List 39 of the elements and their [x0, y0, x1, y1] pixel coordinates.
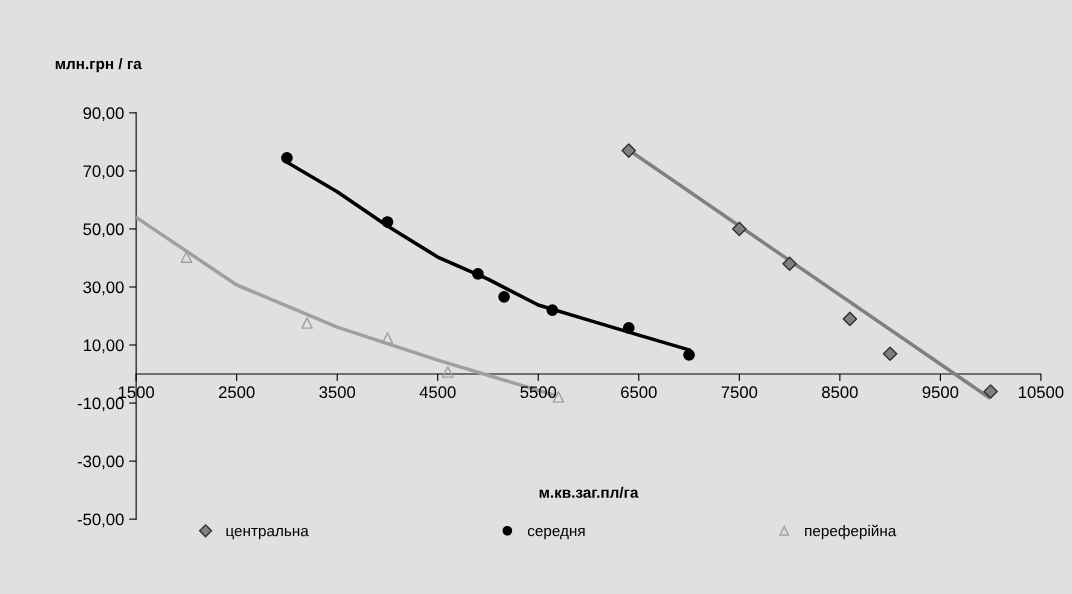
y-tick-label: 10,00	[83, 339, 124, 354]
point	[180, 251, 193, 263]
x-axis-title: м.кв.заг.пл/га	[539, 486, 639, 499]
x-tick-label: 9500	[922, 386, 959, 399]
y-tick-label: 50,00	[83, 223, 124, 238]
point	[782, 256, 797, 272]
point	[281, 151, 293, 164]
x-tick-label: 8500	[822, 386, 858, 399]
point	[983, 384, 998, 399]
x-tick-label: 7500	[721, 386, 758, 399]
x-tick-label: 6500	[621, 386, 657, 399]
legend-label: середня	[527, 527, 585, 540]
y-tick-label: 70,00	[83, 165, 124, 180]
point	[882, 346, 898, 362]
y-tick-label: -10,00	[77, 397, 124, 412]
point	[441, 366, 454, 378]
legend-label: центральна	[226, 527, 309, 540]
y-axis-title: млн.грн / га	[55, 57, 142, 73]
point	[498, 291, 510, 303]
point	[683, 349, 695, 361]
point	[381, 216, 394, 228]
point	[546, 304, 559, 317]
y-tick-label: -50,00	[77, 513, 124, 528]
y-tick-label: -30,00	[77, 455, 124, 470]
point	[621, 143, 637, 158]
legend-label: переферійна	[805, 524, 897, 540]
point	[381, 332, 394, 344]
x-tick-label: 2500	[218, 386, 255, 399]
x-tick-label: 4500	[419, 386, 456, 399]
y-tick-label: 90,00	[83, 107, 124, 122]
x-tick-label: 5500	[520, 386, 557, 399]
x-tick-label: 10500	[1019, 386, 1064, 399]
point	[301, 317, 313, 329]
x-tick-label: 3500	[319, 386, 356, 399]
point	[732, 221, 747, 237]
y-tick-label: 30,00	[83, 281, 124, 296]
point	[842, 311, 858, 327]
point	[472, 268, 484, 280]
point	[622, 322, 635, 334]
